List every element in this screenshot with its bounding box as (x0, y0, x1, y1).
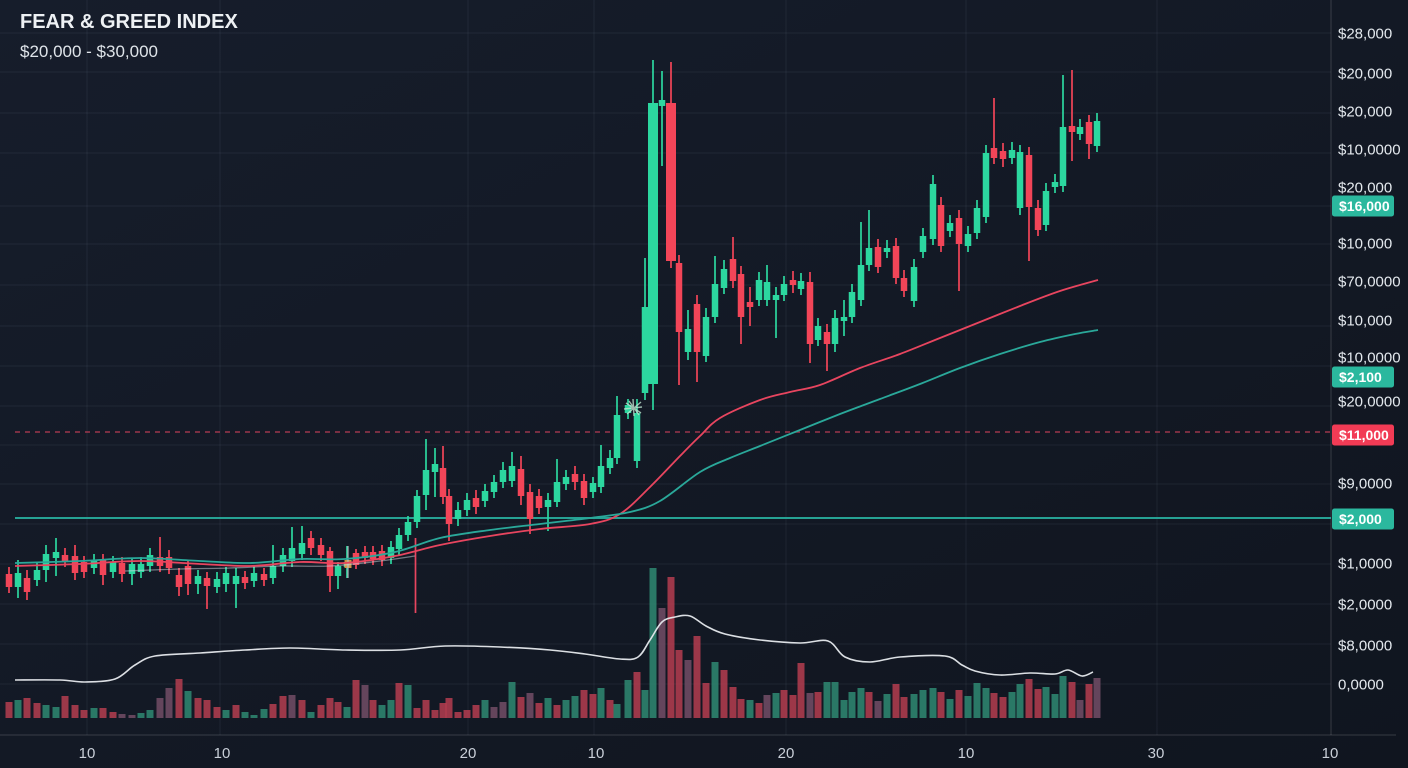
svg-text:$2,0000: $2,0000 (1338, 596, 1392, 613)
svg-text:$20,000 - $30,000: $20,000 - $30,000 (20, 42, 158, 61)
svg-text:10: 10 (1322, 745, 1339, 762)
svg-text:$10,000: $10,000 (1338, 312, 1392, 329)
svg-text:10: 10 (588, 745, 605, 762)
svg-text:$28,000: $28,000 (1338, 25, 1392, 42)
svg-text:$20,000: $20,000 (1338, 65, 1392, 82)
svg-text:FEAR & GREED INDEX: FEAR & GREED INDEX (20, 11, 238, 33)
svg-text:10: 10 (958, 745, 975, 762)
svg-text:30: 30 (1148, 745, 1165, 762)
svg-text:20: 20 (460, 745, 477, 762)
svg-text:$20,000: $20,000 (1338, 179, 1392, 196)
svg-text:20: 20 (778, 745, 795, 762)
svg-text:$10,0000: $10,0000 (1338, 141, 1401, 158)
svg-text:10: 10 (214, 745, 231, 762)
svg-text:$9,0000: $9,0000 (1338, 475, 1392, 492)
svg-text:$16,000: $16,000 (1339, 198, 1390, 214)
svg-text:$20,0000: $20,0000 (1338, 393, 1401, 410)
svg-text:$1,0000: $1,0000 (1338, 555, 1392, 572)
svg-text:$2,000: $2,000 (1339, 511, 1382, 527)
svg-text:$8,0000: $8,0000 (1338, 637, 1392, 654)
svg-text:$20,000: $20,000 (1338, 103, 1392, 120)
svg-text:10: 10 (79, 745, 96, 762)
svg-text:$10,0000: $10,0000 (1338, 349, 1401, 366)
svg-text:0,0000: 0,0000 (1338, 676, 1384, 693)
svg-text:$2,100: $2,100 (1339, 369, 1382, 385)
svg-text:$70,0000: $70,0000 (1338, 273, 1401, 290)
svg-text:$11,000: $11,000 (1339, 427, 1389, 443)
svg-text:$10,000: $10,000 (1338, 235, 1392, 252)
